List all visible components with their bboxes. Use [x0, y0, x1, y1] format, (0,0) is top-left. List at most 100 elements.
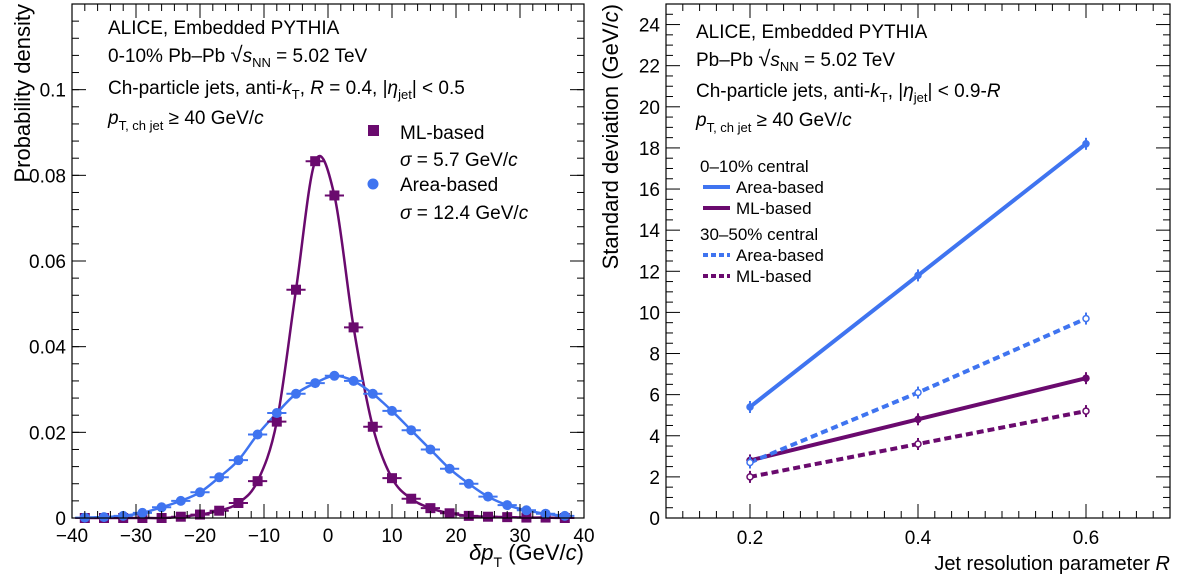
right-y-tick-label: 8: [649, 345, 660, 366]
left-x-tick-label: 0: [323, 526, 334, 547]
area-data-point: [406, 425, 417, 436]
left-x-tick-label: 20: [445, 526, 466, 547]
ml-data-point: [444, 508, 455, 519]
ml-solid-data-point: [1082, 374, 1090, 382]
area-data-point: [156, 502, 167, 513]
area-data-point: [310, 378, 321, 389]
ml-data-point: [387, 473, 397, 484]
left-chart: −40 −30 −20 −10 0 10 20 30 40 0 0.02 0.04 0.06 0.08 0.…: [10, 3, 595, 570]
legend-ml-solid-label: ML-based: [736, 199, 812, 218]
right-y-tick-label: 2: [649, 468, 660, 489]
legend-group-central: 0–10% central: [700, 157, 809, 176]
ml-data-point: [175, 511, 186, 522]
ml-data-point: [252, 476, 263, 487]
right-y-tick-label: 22: [639, 57, 660, 78]
right-series-markers: [746, 137, 1090, 483]
area-data-point: [214, 472, 225, 483]
left-x-tick-label: 40: [573, 526, 594, 547]
right-y-tick-label: 12: [639, 262, 660, 283]
ml-data-point: [406, 493, 417, 504]
ml-data-point: [310, 156, 321, 167]
right-y-tick-label: 16: [639, 180, 660, 201]
legend-ml-dashed-label: ML-based: [736, 267, 812, 286]
right-x-tick-label: 0.2: [737, 528, 763, 549]
ml-data-point: [483, 511, 493, 522]
right-x-tick-label: 0.6: [1073, 528, 1099, 549]
area-data-point: [329, 370, 340, 381]
right-y-tick-label: 4: [649, 427, 660, 448]
left-x-tick-label: 30: [509, 526, 530, 547]
ml-data-point: [233, 498, 244, 509]
legend-area-sigma: σ = 12.4 GeV/c: [400, 203, 529, 224]
left-y-axis-title: Probability density: [10, 4, 35, 183]
right-x-tick-label: 0.4: [905, 528, 932, 549]
ml-dashed-data-point: [914, 440, 922, 448]
left-annotation-line4: pT, ch jet ≥ 40 GeV/c: [107, 108, 264, 133]
left-y-tick-label: 0.06: [29, 252, 66, 273]
right-annotation-line1: ALICE, Embedded PYTHIA: [696, 22, 928, 43]
left-x-tick-label: 10: [381, 526, 402, 547]
area-data-point: [175, 495, 186, 506]
legend-area-dashed-label: Area-based: [736, 246, 824, 265]
left-y-tick-label: 0.08: [29, 166, 66, 187]
ml-dashed-data-point: [746, 473, 754, 481]
ml-data-point: [329, 190, 340, 201]
area-data-point: [348, 375, 359, 386]
ml-dashed-data-point: [1082, 407, 1090, 415]
right-annotation-line4: pT, ch jet ≥ 40 GeV/c: [695, 110, 852, 135]
right-y-tick-label: 20: [639, 98, 660, 119]
left-axis-ticks: −40 −30 −20 −10 0 10 20 30 40 0 0.02 0.04 0.06 0.08 0.…: [29, 4, 595, 547]
area-dashed-data-point: [1082, 314, 1090, 323]
left-y-tick-label: 0.04: [29, 338, 66, 359]
area-data-point: [463, 478, 474, 489]
ml-data-point: [348, 322, 359, 333]
left-x-tick-label: −10: [248, 526, 280, 547]
left-y-tick-label: 0: [55, 509, 66, 530]
area-data-point: [425, 444, 436, 455]
right-x-axis-title: Jet resolution parameter R: [934, 553, 1170, 575]
left-annotation-line2: 0-10% Pb–Pb √sNN = 5.02 TeV: [108, 42, 368, 70]
area-solid-data-point: [746, 403, 754, 411]
ml-data-point: [425, 503, 436, 514]
right-annotation-line3: Ch-particle jets, anti-kT, |ηjet| < 0.9-…: [696, 81, 1001, 105]
area-data-point: [99, 512, 109, 523]
right-y-tick-label: 18: [639, 139, 660, 160]
area-data-point: [233, 455, 244, 466]
left-annotation-line3: Ch-particle jets, anti-kT, R = 0.4, |ηje…: [108, 78, 465, 102]
left-x-axis-title: δpT (GeV/c): [469, 540, 584, 570]
area-data-point: [387, 405, 397, 416]
left-y-tick-label: 0.02: [29, 423, 66, 444]
area-data-point: [502, 500, 513, 511]
legend-area-solid-label: Area-based: [736, 178, 824, 197]
legend-ml-label: ML-based: [400, 123, 485, 144]
area-solid-data-point: [914, 271, 922, 280]
ml-data-point: [271, 416, 282, 427]
area-data-point: [195, 487, 205, 498]
legend-ml-sigma: σ = 5.7 GeV/c: [400, 150, 518, 171]
left-x-tick-label: −20: [184, 526, 216, 547]
right-y-tick-label: 24: [639, 16, 661, 37]
ml-data-point: [214, 505, 225, 516]
ml-solid-data-point: [914, 415, 922, 424]
area-data-point: [444, 463, 455, 474]
right-annotation-line2: Pb–Pb √sNN = 5.02 TeV: [696, 46, 895, 74]
legend-area-label: Area-based: [400, 175, 498, 196]
area-dashed-data-point: [746, 458, 754, 467]
area-data-point: [483, 491, 493, 502]
legend-ml-marker: [368, 125, 379, 136]
area-data-point: [521, 505, 532, 516]
right-y-axis-title: Standard deviation (GeV/c): [598, 4, 623, 269]
left-y-tick-label: 0.1: [40, 81, 66, 102]
area-data-point: [367, 388, 378, 399]
area-dashed-data-point: [914, 388, 922, 397]
ml-data-point: [291, 284, 301, 295]
area-data-point: [559, 510, 570, 521]
right-y-tick-label: 0: [649, 509, 660, 530]
area-data-point: [291, 388, 301, 399]
right-y-tick-label: 10: [639, 303, 660, 324]
area-solid-data-point: [1082, 140, 1090, 148]
left-annotation-line1: ALICE, Embedded PYTHIA: [108, 18, 340, 39]
